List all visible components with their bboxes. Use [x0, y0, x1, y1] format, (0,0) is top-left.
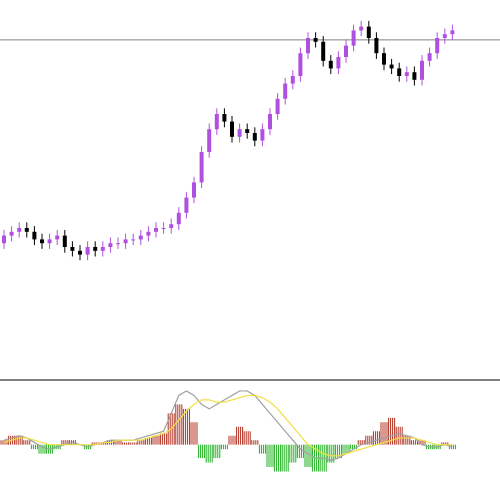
candle-body — [230, 121, 234, 137]
candle-body — [450, 30, 455, 35]
candle-body — [70, 247, 75, 251]
candle-body — [100, 247, 105, 251]
candle-body — [290, 76, 295, 84]
candle-body — [313, 38, 318, 42]
candle-body — [184, 197, 189, 213]
candle-body — [245, 129, 250, 133]
candle-body — [116, 243, 120, 245]
candle-body — [275, 98, 280, 114]
candle-body — [93, 247, 98, 251]
candle-body — [298, 53, 303, 76]
candle-body — [123, 239, 128, 244]
candle-body — [328, 60, 333, 69]
candle-body — [442, 34, 447, 38]
candle-body — [78, 250, 82, 255]
candle-body — [389, 64, 394, 69]
candle-body — [108, 243, 113, 247]
candle-body — [237, 129, 242, 137]
candle-body — [344, 45, 348, 57]
candle-body — [283, 83, 288, 99]
candle-body — [24, 228, 29, 232]
candle-body — [397, 68, 402, 76]
candle-body — [146, 231, 151, 236]
candle-body — [374, 38, 379, 54]
candle-body — [336, 57, 341, 69]
candle-body — [412, 72, 417, 80]
candle-body — [154, 228, 158, 232]
candle-body — [131, 239, 136, 241]
candle-body — [2, 235, 6, 244]
candle-body — [260, 129, 265, 141]
candle-body — [161, 228, 166, 229]
candle-body — [85, 247, 90, 255]
candle-body — [176, 212, 181, 225]
candle-body — [17, 228, 22, 232]
candle-body — [427, 53, 432, 61]
candle-body — [268, 114, 272, 130]
candle-body — [207, 129, 212, 152]
candle-body — [138, 235, 143, 240]
candle-body — [199, 152, 204, 183]
candle-body — [404, 72, 409, 76]
candle-body — [9, 231, 14, 236]
candle-body — [47, 239, 52, 244]
candle-body — [321, 41, 326, 61]
candle-body — [382, 53, 386, 65]
candle-body — [359, 26, 364, 31]
candle-body — [169, 224, 174, 228]
candle-body — [214, 114, 219, 130]
candle-body — [222, 114, 227, 122]
candle-body — [62, 235, 67, 247]
candle-body — [32, 231, 37, 240]
candle-body — [366, 26, 371, 38]
candle-body — [252, 133, 257, 141]
candle-body — [420, 60, 424, 80]
candle-body — [435, 38, 440, 54]
candle-body — [351, 30, 356, 46]
candle-body — [192, 182, 196, 198]
indicator-line — [3, 394, 453, 457]
candle-body — [55, 235, 60, 240]
candle-body — [306, 38, 310, 54]
candle-body — [40, 239, 44, 244]
